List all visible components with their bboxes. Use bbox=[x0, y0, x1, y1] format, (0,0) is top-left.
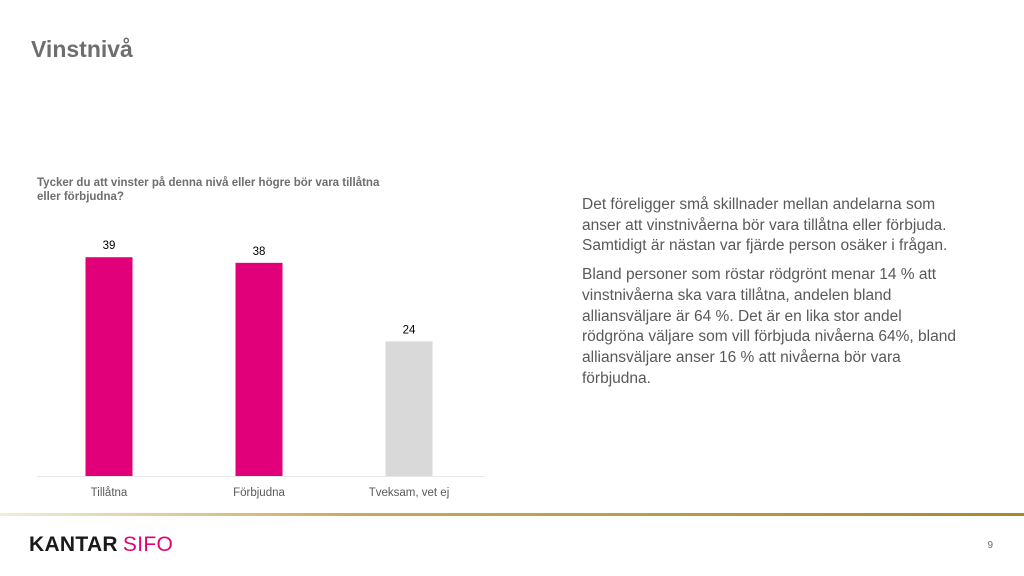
bar-chart: 39 Tillåtna 38 Förbjudna 24 Tveksam, vet ej bbox=[37, 240, 484, 499]
footer-divider bbox=[0, 513, 1024, 516]
data-label-2: 38 bbox=[253, 246, 266, 258]
bar-2 bbox=[235, 262, 283, 476]
bar-3 bbox=[385, 341, 433, 476]
category-label-2: Förbjudna bbox=[233, 487, 285, 499]
commentary-paragraph-2: Bland personer som röstar rödgrönt menar… bbox=[582, 266, 956, 387]
page-title: Vinstnivå bbox=[31, 36, 133, 62]
commentary: Det föreligger små skillnader mellan and… bbox=[582, 195, 962, 397]
logo-sifo-text: SIFO bbox=[122, 533, 174, 556]
commentary-paragraph-1: Det föreligger små skillnader mellan and… bbox=[582, 196, 948, 255]
category-label-3: Tveksam, vet ej bbox=[369, 487, 450, 499]
logo-kantar-text: KANTAR bbox=[29, 533, 118, 556]
data-label-3: 24 bbox=[403, 324, 416, 336]
data-label-1: 39 bbox=[103, 240, 116, 252]
kantar-sifo-logo: KANTAR SIFO bbox=[29, 533, 173, 557]
bar-1 bbox=[85, 257, 133, 476]
category-label-1: Tillåtna bbox=[91, 487, 128, 499]
chart-question: Tycker du att vinster på denna nivå elle… bbox=[37, 177, 380, 203]
page-number: 9 bbox=[987, 540, 993, 551]
